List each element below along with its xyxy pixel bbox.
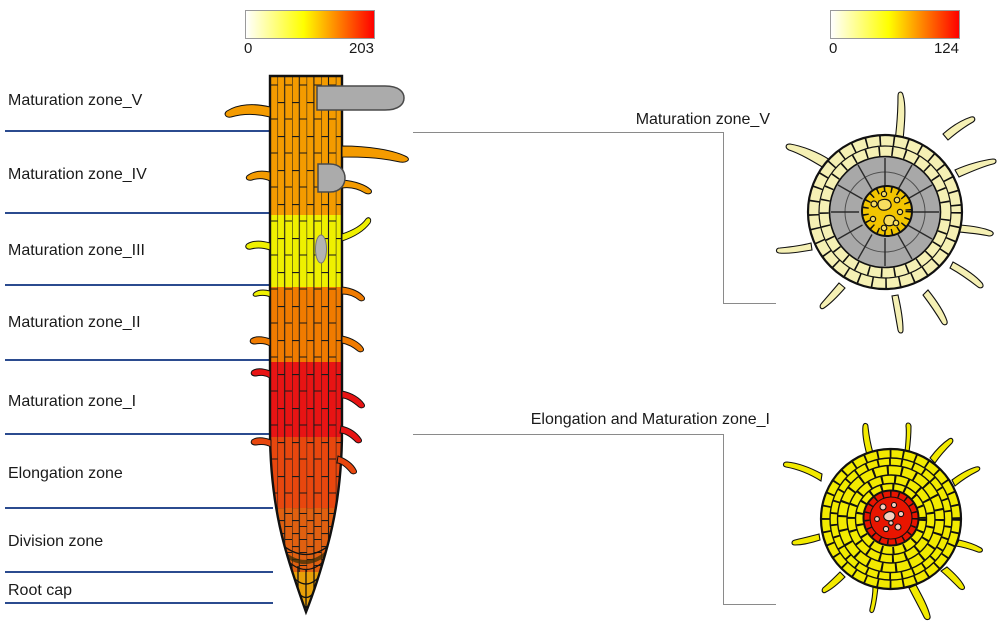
lateral-root-primordium-mid	[317, 163, 346, 193]
callout-line-top-h2	[723, 303, 776, 304]
cross-v-cortex-walls	[831, 158, 939, 266]
zone-label-maturation-iii: Maturation zone_III	[8, 242, 145, 259]
zone-divider-3	[5, 284, 273, 286]
colorbar-cross-scale-labels: 0 124	[829, 41, 959, 57]
callout-line-top-v	[723, 132, 724, 304]
colorbar-root-max: 203	[348, 40, 374, 57]
lateral-root-primordium-large	[316, 85, 405, 111]
lateral-root-primordium-small	[315, 234, 327, 264]
callout-line-bottom-h2	[723, 604, 776, 605]
zone-label-maturation-iv: Maturation zone_IV	[8, 166, 147, 183]
cross-section-elongation-maturation-i	[782, 422, 983, 621]
zone-divider-5	[5, 433, 273, 435]
cross-v-root-hairs	[775, 91, 997, 334]
callout-label-elong-maturation-i: Elongation and Maturation zone_I	[530, 411, 770, 428]
zone-divider-1	[5, 130, 273, 132]
cell-grid-large	[270, 76, 342, 508]
zone-label-maturation-i: Maturation zone_I	[8, 393, 137, 410]
callout-line-bottom-h1	[413, 434, 724, 435]
root-zone-fills	[270, 76, 342, 612]
zone-label-division: Division zone	[8, 533, 104, 550]
cross-v-epidermis-walls-outer	[808, 135, 962, 289]
cross-v-pericycle-cells	[862, 186, 912, 236]
colorbar-cross-min: 0	[829, 40, 838, 57]
zone-label-maturation-ii: Maturation zone_II	[8, 314, 141, 331]
callout-label-maturation-v: Maturation zone_V	[635, 111, 770, 128]
zone-divider-2	[5, 212, 273, 214]
cross-v-vessels	[869, 190, 904, 232]
cross-i-vessels	[874, 501, 905, 533]
colorbar-root-min: 0	[244, 40, 253, 57]
cross-v-epidermis-ring-boundary	[818, 145, 952, 279]
root-hairs	[224, 104, 409, 475]
colorbar-root-scale	[245, 10, 375, 39]
cross-i-root-hairs	[782, 422, 983, 621]
zone-label-elongation: Elongation zone	[8, 465, 123, 482]
zone-label-maturation-v: Maturation zone_V	[8, 92, 143, 109]
callout-line-bottom-v	[723, 434, 724, 605]
zone-divider-6	[5, 507, 273, 509]
colorbar-cross-scale	[830, 10, 960, 39]
zone-divider-7	[5, 571, 273, 573]
colorbar-root-scale-labels: 0 203	[244, 41, 374, 57]
zone-label-root-cap: Root cap	[8, 582, 73, 599]
cross-section-maturation-v	[775, 91, 997, 334]
colorbar-cross-max: 124	[933, 40, 959, 57]
cross-i-stele-inner-ring	[869, 496, 913, 540]
root-longitudinal-section	[224, 74, 409, 616]
cross-i-cell-walls	[821, 449, 961, 589]
zone-divider-4	[5, 359, 273, 361]
root-outline	[268, 74, 344, 616]
zone-divider-8	[5, 602, 273, 604]
lateral-root-primordia	[315, 85, 405, 264]
callout-line-top-h1	[413, 132, 724, 133]
cross-i-pericycle-cells	[864, 491, 918, 545]
